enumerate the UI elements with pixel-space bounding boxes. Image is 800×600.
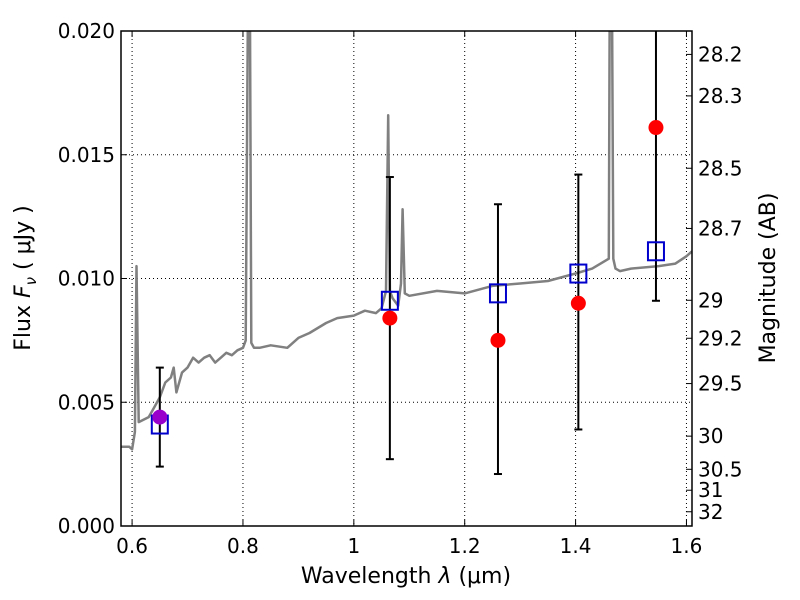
observed-point [648, 120, 664, 136]
observed-point [382, 310, 398, 326]
x-axis-label: Wavelength λ (μm) [301, 564, 511, 589]
mag-tick-label: 31 [698, 478, 723, 502]
observed-point [152, 409, 168, 425]
mag-tick-label: 29.2 [698, 326, 743, 350]
y-tick-label: 0.005 [58, 390, 115, 414]
mag-tick-label: 30.5 [698, 457, 743, 481]
y2-axis-label: Magnitude (AB) [756, 193, 781, 364]
model-square-marker [569, 263, 588, 284]
observed-point [570, 295, 586, 311]
y-tick-label: 0.000 [58, 514, 115, 538]
y-tick-label: 0.015 [58, 143, 115, 167]
x-tick-label: 1.2 [449, 534, 481, 558]
model-square-marker [646, 241, 665, 262]
mag-tick-label: 28.3 [698, 84, 743, 108]
y-axis-label: Flux Fν ( μJy ) [11, 205, 40, 350]
x-tick-label: 1.4 [560, 534, 592, 558]
y-tick-label: 0.020 [58, 19, 115, 43]
mag-tick-label: 28.2 [698, 42, 743, 66]
label-layer: Wavelength λ (μm) Flux Fν ( μJy ) Magnit… [11, 193, 781, 589]
x-tick-label: 0.6 [116, 534, 148, 558]
plot-frame [120, 30, 693, 527]
grid-layer [121, 30, 692, 527]
x-tick-label: 1.6 [671, 534, 703, 558]
mag-tick-label: 29 [698, 288, 723, 312]
mag-tick-label: 28.5 [698, 156, 743, 180]
mag-tick-label: 30 [698, 424, 723, 448]
spectrum-line [121, 31, 692, 451]
mag-tick-label: 32 [698, 500, 723, 524]
x-tick-label: 0.8 [227, 534, 259, 558]
mag-tick-label: 28.7 [698, 216, 743, 240]
model-square-marker [488, 283, 507, 304]
plot-layer [121, 31, 692, 476]
mag-tick-label: 29.5 [698, 372, 743, 396]
tick-layer: 0.6 0.8 1 1.2 1.4 1.6 0.000 0.005 0.010 0.015 0.02… [58, 19, 743, 558]
x-tick-label: 1 [347, 534, 360, 558]
model-square-marker [380, 290, 399, 311]
observed-point [490, 332, 506, 348]
y-tick-label: 0.010 [58, 267, 115, 291]
